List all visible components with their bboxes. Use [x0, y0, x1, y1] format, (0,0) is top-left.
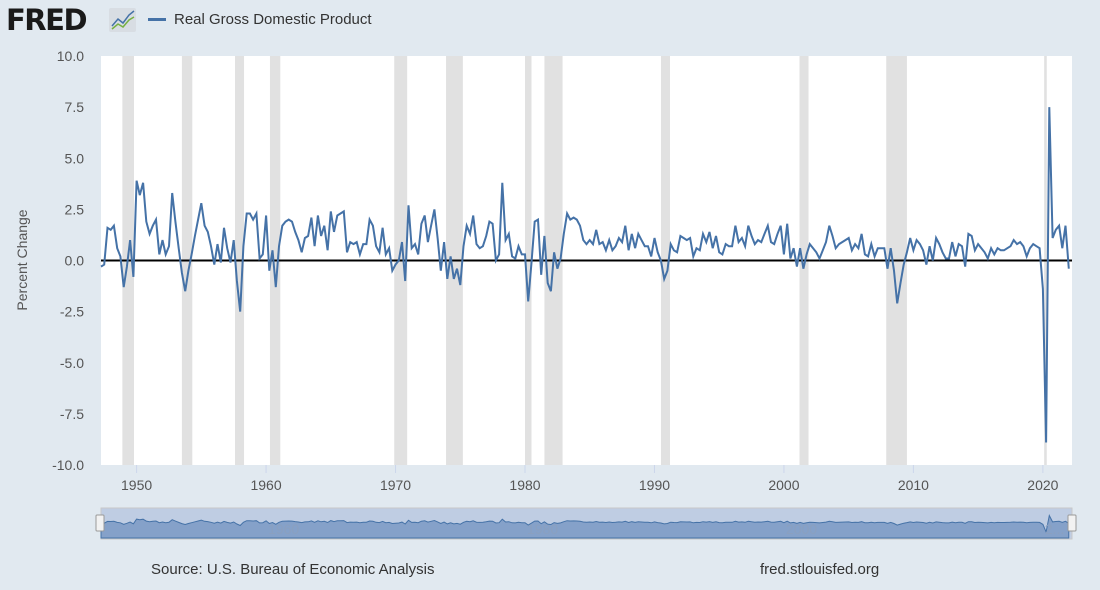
fred-logo[interactable]: FRED	[6, 3, 88, 37]
x-tick-label: 1970	[380, 477, 411, 493]
navigator[interactable]: 1960 1980 2000 2...	[95, 507, 1077, 540]
source-note: Source: U.S. Bureau of Economic Analysis	[151, 561, 435, 578]
legend-item[interactable]: Real Gross Domestic Product	[148, 11, 372, 28]
x-tick-label: 1960	[250, 477, 281, 493]
navigator-tick-label: 2...	[1045, 521, 1064, 537]
y-tick-label: -5.0	[60, 355, 84, 371]
y-tick-label: -7.5	[60, 406, 84, 422]
site-link[interactable]: fred.stlouisfed.org	[760, 561, 880, 578]
x-tick-label: 1950	[121, 477, 152, 493]
y-tick-label: 7.5	[65, 99, 85, 115]
y-tick-label: 2.5	[65, 201, 85, 217]
y-tick-label: 0.0	[65, 253, 85, 269]
legend-label: Real Gross Domestic Product	[174, 11, 372, 28]
navigator-tick-label: 1960	[268, 521, 299, 537]
y-tick-label: -2.5	[60, 304, 84, 320]
y-axis-title: Percent Change	[14, 209, 30, 310]
series-line-real-gdp	[100, 107, 1070, 443]
x-tick-label: 2010	[898, 477, 929, 493]
x-tick-label: 1990	[639, 477, 670, 493]
x-tick-label: 1980	[509, 477, 540, 493]
navigator-left-handle[interactable]	[95, 514, 105, 532]
navigator-tick-label: 2000	[786, 521, 817, 537]
legend-swatch	[148, 18, 166, 21]
y-tick-label: -10.0	[52, 457, 84, 473]
y-tick-label: 10.0	[57, 48, 84, 64]
navigator-series	[100, 513, 1070, 539]
navigator-tick-label: 1980	[527, 521, 558, 537]
chart-logo-icon	[109, 8, 136, 32]
navigator-right-handle[interactable]	[1067, 514, 1077, 532]
y-tick-label: 5.0	[65, 150, 85, 166]
x-tick-label: 2000	[768, 477, 799, 493]
x-tick-label: 2020	[1027, 477, 1058, 493]
